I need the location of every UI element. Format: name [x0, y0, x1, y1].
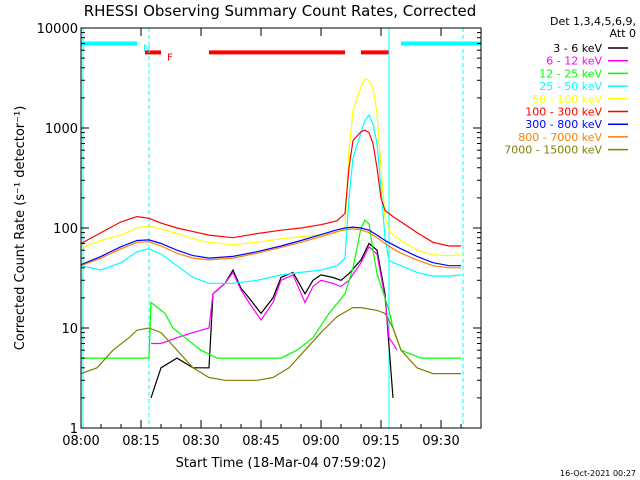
chart-title: RHESSI Observing Summary Count Rates, Co… [84, 2, 477, 20]
legend-entry-300-800-kev: 300 - 800 keV [525, 118, 602, 131]
y-axis: 1 10 100 1000 10000 [37, 22, 481, 437]
series-line-6-12-kev [151, 245, 398, 351]
status-bars: NF [81, 41, 481, 63]
x-tick-label-90: 09:30 [422, 434, 459, 449]
x-tick-label-15: 08:15 [122, 434, 159, 449]
x-axis: 08:00 08:15 08:30 08:45 09:00 09:15 09:30 [62, 28, 482, 449]
y-tick-label-10: 10 [61, 322, 78, 337]
x-tick-label-30: 08:30 [182, 434, 219, 449]
series-line-300-800-kev [80, 226, 461, 267]
legend-entry-3-6-kev: 3 - 6 keV [553, 42, 602, 55]
x-tick-label-45: 08:45 [242, 434, 279, 449]
series-lines [80, 78, 462, 399]
legend-header-detectors: Det 1,3,4,5,6,9, [550, 15, 636, 28]
legend-entry-50-100-kev: 50 - 100 keV [532, 93, 602, 106]
legend-entry-12-25-kev: 12 - 25 keV [539, 67, 602, 80]
x-tick-label-0: 08:00 [62, 434, 99, 449]
y-axis-label: Corrected Count Rate (s⁻¹ detector⁻¹) [13, 106, 28, 351]
y-tick-label-10000: 10000 [37, 22, 78, 37]
x-tick-label-60: 09:00 [302, 434, 339, 449]
series-line-12-25-kev [81, 219, 461, 359]
series-line-50-100-kev [80, 78, 462, 257]
series-line-7000-15000-kev [80, 307, 461, 381]
y-tick-label-1: 1 [70, 422, 78, 437]
legend-entry-800-7000-kev: 800 - 7000 keV [518, 131, 602, 144]
legend-entry-25-50-kev: 25 - 50 keV [539, 80, 602, 93]
y-tick-label-1000: 1000 [45, 122, 78, 137]
series-line-25-50-kev [80, 113, 462, 284]
timestamp: 16-Oct-2021 00:27 [560, 469, 636, 478]
legend-entry-7000-15000-kev: 7000 - 15000 keV [504, 144, 602, 157]
legend-header-attenuator: Att 0 [610, 27, 636, 40]
y-tick-label-100: 100 [53, 222, 78, 237]
status-bar-label-n: N [143, 43, 150, 54]
x-axis-label: Start Time (18-Mar-04 07:59:02) [176, 456, 387, 471]
legend-entry-6-12-kev: 6 - 12 keV [546, 55, 602, 68]
series-line-100-300-kev [80, 129, 461, 247]
status-bar-label-f: F [167, 52, 173, 63]
x-tick-label-75: 09:15 [362, 434, 399, 449]
series-line-800-7000-kev [80, 228, 461, 269]
legend-entry-100-300-kev: 100 - 300 keV [525, 106, 602, 119]
series-line-3-6-kev [150, 242, 394, 399]
plot-frame [80, 27, 482, 429]
